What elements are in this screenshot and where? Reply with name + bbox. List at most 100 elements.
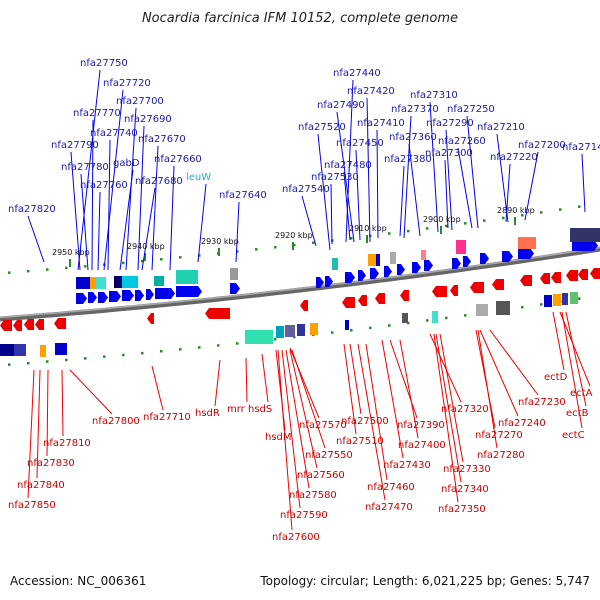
feature-box <box>154 276 164 286</box>
gene-label[interactable]: nfa27780 <box>61 162 109 173</box>
gene-label[interactable]: nfa27660 <box>154 154 202 165</box>
gene-label[interactable]: nfa27140 <box>562 142 600 153</box>
gene-label[interactable]: ectD <box>544 372 568 383</box>
gene-label[interactable]: hsdS <box>248 404 272 415</box>
gene-label[interactable]: nfa27580 <box>289 490 337 501</box>
gene-label[interactable]: nfa27520 <box>298 122 346 133</box>
reverse-gene-arrow <box>520 275 532 286</box>
scale-dot <box>179 256 182 259</box>
gene-label[interactable]: hsdR <box>195 408 220 419</box>
gene-label[interactable]: nfa27290 <box>426 118 474 129</box>
gene-label[interactable]: nfa27340 <box>441 484 489 495</box>
feature-box <box>553 294 561 306</box>
gene-label[interactable]: nfa27200 <box>518 140 566 151</box>
gene-label[interactable]: nfa27720 <box>103 78 151 89</box>
gene-label[interactable]: nfa27300 <box>425 148 473 159</box>
leader-line <box>330 183 333 245</box>
gene-label[interactable]: nfa27310 <box>410 90 458 101</box>
gene-label[interactable]: nfa27590 <box>280 510 328 521</box>
scale-dot <box>464 314 467 317</box>
gene-label[interactable]: nfa27250 <box>447 104 495 115</box>
gene-label[interactable]: nfa27210 <box>477 122 525 133</box>
gene-label[interactable]: nfa27360 <box>389 132 437 143</box>
leader-line <box>524 151 539 221</box>
gene-label[interactable]: nfa27530 <box>311 172 359 183</box>
gene-label[interactable]: hsdM <box>265 432 292 443</box>
gene-label[interactable]: nfa27440 <box>333 68 381 79</box>
feature-box <box>90 277 96 289</box>
gene-label[interactable]: nfa27760 <box>80 180 128 191</box>
gene-label[interactable]: nfa27540 <box>282 184 330 195</box>
gene-label[interactable]: ectC <box>562 430 585 441</box>
leader-line <box>301 195 317 247</box>
gene-label[interactable]: nfa27490 <box>317 100 365 111</box>
scale-dot <box>236 342 239 345</box>
gene-label[interactable]: nfa27500 <box>341 416 389 427</box>
gene-label[interactable]: nfa27830 <box>27 458 75 469</box>
gene-label[interactable]: nfa27370 <box>391 104 439 115</box>
gene-label[interactable]: nfa27820 <box>8 204 56 215</box>
gene-label[interactable]: nfa27330 <box>443 464 491 475</box>
gene-label[interactable]: nfa27700 <box>116 96 164 107</box>
gene-label[interactable]: nfa27430 <box>383 460 431 471</box>
gene-label[interactable]: nfa27220 <box>490 152 538 163</box>
gene-label[interactable]: mrr <box>227 404 246 415</box>
gene-label[interactable]: nfa27810 <box>43 438 91 449</box>
gene-label[interactable]: nfa27380 <box>384 154 432 165</box>
gene-label[interactable]: nfa27400 <box>398 440 446 451</box>
gene-label[interactable]: ectA <box>570 388 593 399</box>
gene-label[interactable]: nfa27420 <box>347 86 395 97</box>
gene-label[interactable]: nfa27450 <box>336 138 384 149</box>
gene-label[interactable]: nfa27270 <box>475 430 523 441</box>
gene-label[interactable]: nfa27280 <box>477 450 525 461</box>
gene-label[interactable]: nfa27710 <box>143 412 191 423</box>
feature-box <box>297 324 305 336</box>
gene-label[interactable]: nfa27550 <box>305 450 353 461</box>
scale-dot <box>578 205 581 208</box>
scale-dot <box>65 266 68 270</box>
gene-label[interactable]: nfa27470 <box>365 502 413 513</box>
gene-label[interactable]: nfa27240 <box>498 418 546 429</box>
scale-dot <box>27 269 30 273</box>
gene-label[interactable]: gabD <box>113 158 140 169</box>
leader-line <box>277 349 293 531</box>
gene-label[interactable]: nfa27510 <box>336 436 384 447</box>
leader-line <box>565 311 587 407</box>
gene-label[interactable]: nfa27390 <box>397 420 445 431</box>
scale-dot <box>122 353 125 357</box>
gene-label[interactable]: nfa27230 <box>518 397 566 408</box>
gene-label[interactable]: nfa27790 <box>51 140 99 151</box>
gene-label[interactable]: nfa27770 <box>73 108 121 119</box>
gene-label[interactable]: nfa27480 <box>324 160 372 171</box>
gene-label[interactable]: nfa27740 <box>90 128 138 139</box>
scale-dot <box>198 346 201 349</box>
reverse-gene-arrow <box>342 297 355 308</box>
leader-line <box>69 369 113 415</box>
leader-line <box>365 343 388 481</box>
gene-label[interactable]: nfa27680 <box>135 176 183 187</box>
scale-dot <box>103 355 106 358</box>
gene-label[interactable]: nfa27640 <box>219 190 267 201</box>
reverse-gene-arrow <box>300 300 308 311</box>
gene-label[interactable]: nfa27750 <box>80 58 128 69</box>
forward-gene-arrow <box>76 293 87 304</box>
tick-label: 2910 kbp <box>349 224 387 233</box>
gene-label[interactable]: nfa27840 <box>17 480 65 491</box>
gene-label[interactable]: nfa27260 <box>438 136 486 147</box>
gene-label[interactable]: nfa27850 <box>8 500 56 511</box>
feature-box <box>345 320 349 330</box>
gene-label[interactable]: nfa27690 <box>124 114 172 125</box>
gene-label[interactable]: nfa27600 <box>272 532 320 543</box>
gene-label[interactable]: nfa27460 <box>367 482 415 493</box>
feature-box <box>14 344 26 356</box>
gene-label[interactable]: nfa27560 <box>297 470 345 481</box>
gene-label[interactable]: nfa27410 <box>357 118 405 129</box>
gene-label[interactable]: ectB <box>566 408 589 419</box>
gene-label[interactable]: nfa27570 <box>299 420 347 431</box>
gene-label[interactable]: nfa27800 <box>92 416 140 427</box>
gene-label[interactable]: nfa27320 <box>441 404 489 415</box>
forward-gene-arrow <box>518 248 534 259</box>
gene-label[interactable]: leuW <box>186 172 211 183</box>
gene-label[interactable]: nfa27350 <box>438 504 486 515</box>
gene-label[interactable]: nfa27670 <box>138 134 186 145</box>
